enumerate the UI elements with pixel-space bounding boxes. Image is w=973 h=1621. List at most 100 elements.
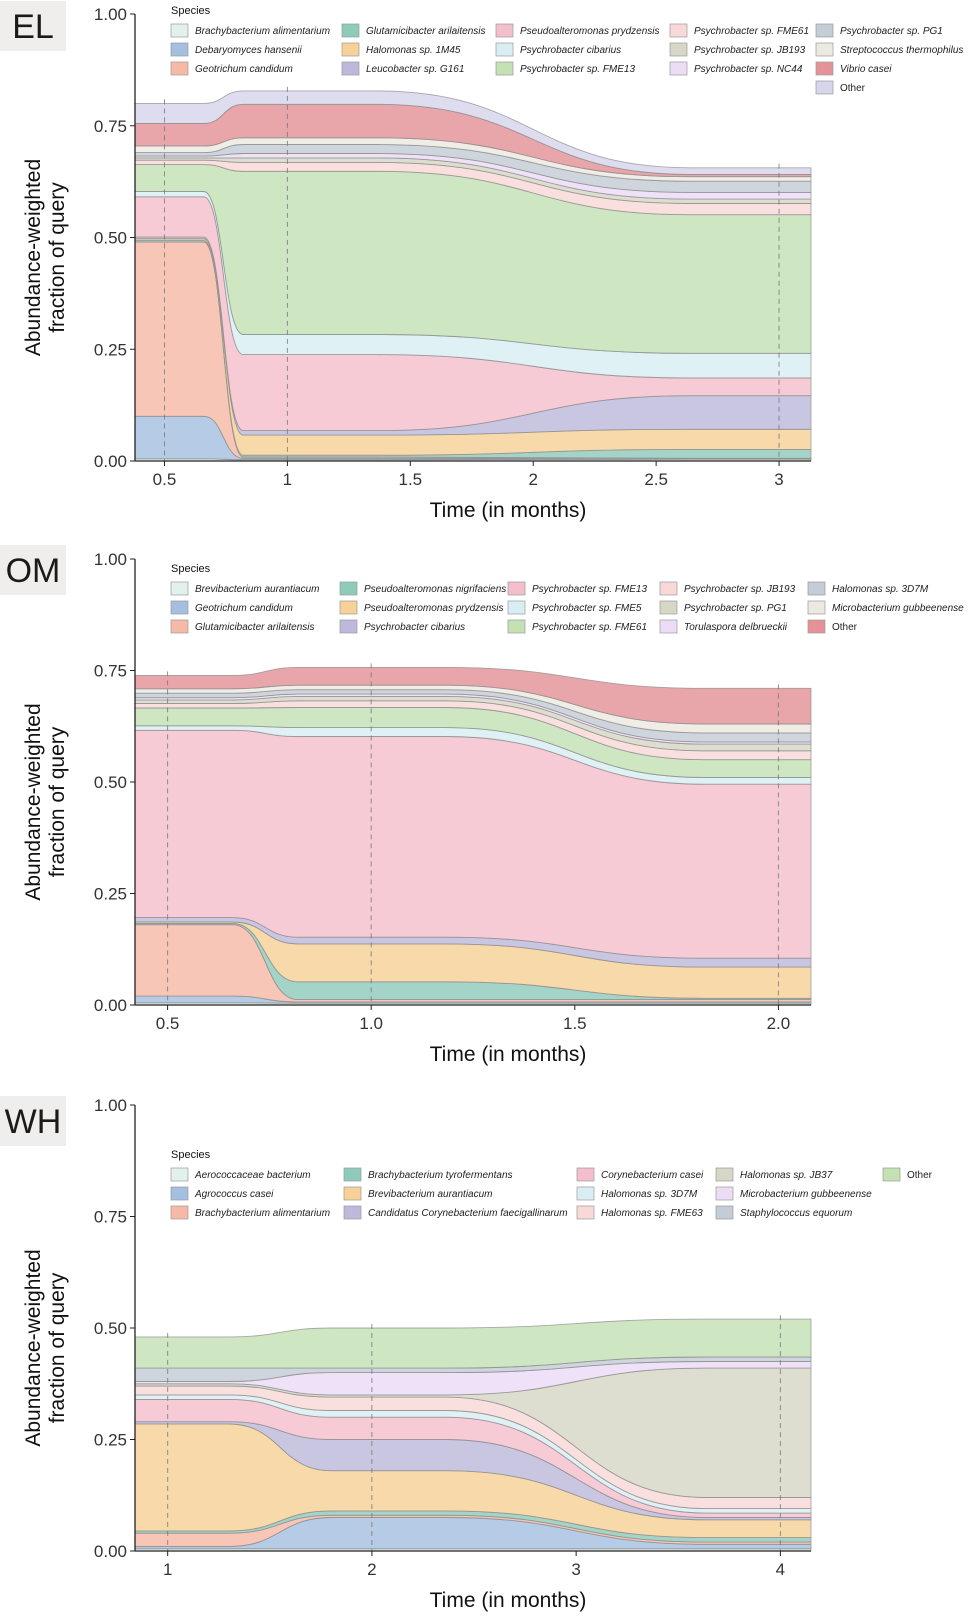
legend-swatch	[170, 23, 189, 38]
area-other	[134, 90, 812, 175]
legend-swatch	[576, 1167, 595, 1182]
legend-item: Pseudoalteromonas prydzensis	[339, 600, 504, 615]
legend-item: Psychrobacter sp. FME61	[669, 23, 809, 38]
legend-swatch	[170, 1186, 189, 1201]
legend-swatch	[659, 600, 678, 615]
legend-label: Geotrichum candidum	[195, 64, 293, 75]
legend-label: Psychrobacter cibarius	[520, 45, 621, 56]
legend-item: Geotrichum candidum	[170, 600, 293, 615]
area-other	[134, 666, 812, 725]
y-tick-label: 0.25	[94, 885, 127, 904]
legend-swatch	[659, 619, 678, 634]
area-layers	[134, 90, 812, 462]
panel-el: EL 0.00 0.25 0.50 0.75 1.00 0.5 1 1.5 2 2.5 3 Time (…	[0, 1, 963, 522]
legend-swatch	[170, 1167, 189, 1182]
area-other	[134, 1318, 812, 1369]
legend-item: Streptococcus thermophilus	[815, 42, 963, 57]
legend-swatch	[715, 1167, 734, 1182]
panel-label: EL	[12, 8, 54, 46]
legend-label: Other	[840, 83, 866, 94]
x-tick-label: 1.0	[359, 1014, 383, 1033]
legend-swatch	[715, 1205, 734, 1220]
legend-swatch	[669, 42, 688, 57]
panel-wh: WH 0.00 0.25 0.50 0.75 1.00 1 2 3 4 Time (in month…	[0, 1096, 933, 1612]
legend-swatch	[343, 1167, 362, 1182]
legend-label: Halomonas sp. JB37	[740, 1170, 833, 1181]
legend-item: Brevibacterium aurantiacum	[170, 581, 320, 596]
legend-label: Pseudoalteromonas nigrifaciens	[364, 584, 506, 595]
y-tick-label: 0.00	[94, 1542, 127, 1561]
legend-swatch	[341, 42, 360, 57]
x-tick-label: 1	[163, 1560, 172, 1579]
legend: Species Aerococcaceae bacterium Agrococcus…	[170, 1149, 933, 1220]
legend-item: Psychrobacter sp. JB193	[669, 42, 806, 57]
legend-label: Brachybacterium alimentarium	[195, 26, 330, 37]
legend-label: Psychrobacter sp. PG1	[684, 603, 787, 614]
legend-label: Brevibacterium aurantiacum	[195, 584, 320, 595]
legend-item: Psychrobacter cibarius	[495, 42, 621, 57]
legend-label: Psychrobacter sp. FME13	[520, 64, 635, 75]
legend-swatch	[576, 1205, 595, 1220]
y-tick-label: 1.00	[94, 1096, 127, 1115]
legend-label: Psychrobacter cibarius	[364, 622, 465, 633]
legend-item: Microbacterium gubbeenense	[807, 600, 964, 615]
legend-swatch	[339, 600, 358, 615]
legend-swatch	[507, 600, 526, 615]
legend-swatch	[815, 61, 834, 76]
legend-swatch	[715, 1186, 734, 1201]
legend-swatch	[170, 42, 189, 57]
legend-label: Staphylococcus equorum	[740, 1208, 852, 1219]
y-tick-label: 0.50	[94, 229, 127, 248]
legend-item: Psychrobacter sp. FME13	[507, 581, 647, 596]
legend-label: Glutamicibacter arilaitensis	[195, 622, 315, 633]
panel-label-badge	[0, 1, 66, 51]
x-tick-label: 2	[528, 470, 537, 489]
legend-label: Vibrio casei	[840, 64, 892, 75]
x-tick-label: 1.5	[563, 1014, 587, 1033]
legend-item: Other	[815, 80, 866, 95]
x-tick-label: 2	[367, 1560, 376, 1579]
legend-swatch	[341, 23, 360, 38]
legend-label: Pseudoalteromonas prydzensis	[364, 603, 504, 614]
legend-item: Psychrobacter sp. NC44	[669, 61, 803, 76]
legend-label: Psychrobacter sp. JB193	[684, 584, 796, 595]
y-tick-label: 1.00	[94, 5, 127, 24]
y-tick-label: 0.50	[94, 773, 127, 792]
legend-item: Brachybacterium alimentarium	[170, 1205, 330, 1220]
legend-swatch	[343, 1205, 362, 1220]
legend-label: Pseudoalteromonas prydzensis	[520, 26, 660, 37]
legend-swatch	[343, 1186, 362, 1201]
y-tick-label: 0.75	[94, 1208, 127, 1227]
y-tick-label: 0.25	[94, 1431, 127, 1450]
legend-item: Psychrobacter sp. FME5	[507, 600, 642, 615]
legend-swatch	[495, 42, 514, 57]
legend-swatch	[495, 23, 514, 38]
legend-swatch	[815, 23, 834, 38]
legend-item: Microbacterium gubbeenense	[715, 1186, 872, 1201]
legend-item: Debaryomyces hansenii	[170, 42, 302, 57]
legend-item: Psychrobacter sp. PG1	[659, 600, 787, 615]
legend-item: Leucobacter sp. G161	[341, 61, 464, 76]
legend-swatch	[507, 581, 526, 596]
x-tick-label: 2.0	[767, 1014, 791, 1033]
panel-om: OM 0.00 0.25 0.50 0.75 1.00 0.5 1.0 1.5 2.0 Time (…	[0, 545, 964, 1066]
legend-item: Brachybacterium tyrofermentans	[343, 1167, 513, 1182]
x-tick-label: 3	[774, 470, 783, 489]
legend-label: Microbacterium gubbeenense	[740, 1189, 872, 1200]
legend-title: Species	[171, 5, 211, 17]
legend-label: Psychrobacter sp. NC44	[694, 64, 803, 75]
panel-label: WH	[5, 1103, 62, 1141]
legend-label: Brevibacterium aurantiacum	[368, 1189, 493, 1200]
legend-item: Psychrobacter sp. FME61	[507, 619, 647, 634]
y-tick-label: 0.00	[94, 452, 127, 471]
legend-label: Halomonas sp. 3D7M	[832, 584, 929, 595]
legend-swatch	[669, 61, 688, 76]
y-tick-label: 0.75	[94, 117, 127, 136]
legend-swatch	[659, 581, 678, 596]
legend-label: Psychrobacter sp. FME61	[694, 26, 809, 37]
y-tick-label: 0.75	[94, 662, 127, 681]
legend-swatch	[170, 581, 189, 596]
legend-item: Psychrobacter cibarius	[339, 619, 465, 634]
